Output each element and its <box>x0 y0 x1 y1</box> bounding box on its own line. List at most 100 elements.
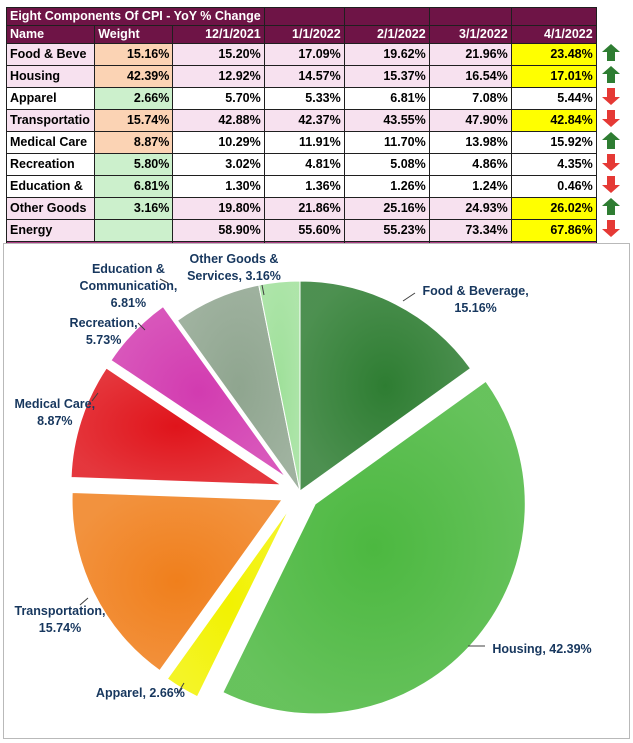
component-name: Recreation <box>5 153 96 176</box>
yoy-value: 58.90% <box>172 219 265 242</box>
component-name: Housing <box>5 65 96 88</box>
component-name: Education & <box>5 175 96 198</box>
yoy-value: 19.62% <box>343 43 430 66</box>
column-header: 4/1/2022 <box>510 25 597 44</box>
component-weight: 8.87% <box>94 131 174 154</box>
yoy-value: 21.86% <box>263 197 345 220</box>
arrow-down-icon <box>596 219 626 242</box>
component-weight <box>94 219 174 242</box>
pie-slice-housing <box>222 380 526 715</box>
yoy-value: 6.81% <box>343 87 430 110</box>
data-label-line: Housing, 42.39% <box>492 642 591 656</box>
leader-line <box>137 322 146 331</box>
arrow-down-icon <box>596 153 626 176</box>
header-spacer-cell <box>510 7 597 26</box>
yoy-value: 25.16% <box>343 197 430 220</box>
leader-line <box>261 284 265 296</box>
table-row: Food & Beve 15.16% 15.20% 17.09% 19.62% 21.96… <box>5 43 626 66</box>
data-label-line: Recreation, <box>70 316 138 330</box>
data-label: Transportation, 15.74% <box>15 604 106 635</box>
data-label-line: 8.87% <box>37 414 72 428</box>
component-weight: 42.39% <box>94 65 174 88</box>
table-row: Apparel 2.66% 5.70% 5.33% 6.81% 7.08% 5.44% <box>5 87 626 110</box>
yoy-value: 13.98% <box>428 131 512 154</box>
column-header: Name <box>5 25 96 44</box>
column-header: Weight <box>94 25 174 44</box>
pie-slice-food-beverage <box>299 280 472 492</box>
yoy-value: 5.44% <box>510 87 597 110</box>
arrow-down-icon <box>596 109 626 132</box>
table-row: Housing 42.39% 12.92% 14.57% 15.37% 16.54% 17.… <box>5 65 626 88</box>
data-label-line: 5.73% <box>86 333 121 347</box>
yoy-value: 7.08% <box>428 87 512 110</box>
yoy-value: 17.09% <box>263 43 345 66</box>
table-row: Recreation 5.80% 3.02% 4.81% 5.08% 4.86% 4.35% <box>5 153 626 176</box>
data-label-line: Other Goods & <box>190 252 279 266</box>
yoy-value: 16.54% <box>428 65 512 88</box>
yoy-value: 11.91% <box>263 131 345 154</box>
data-label-line: Transportation, <box>15 604 106 618</box>
yoy-value: 5.08% <box>343 153 430 176</box>
column-header: 12/1/2021 <box>172 25 265 44</box>
component-weight: 6.81% <box>94 175 174 198</box>
yoy-value: 21.96% <box>428 43 512 66</box>
table-row: Medical Care 8.87% 10.29% 11.91% 11.70% 13.98… <box>5 131 626 154</box>
yoy-value: 23.48% <box>510 43 597 66</box>
leader-line <box>402 292 416 302</box>
yoy-value: 55.60% <box>263 219 345 242</box>
data-label-line: 15.16% <box>454 301 496 315</box>
column-header: 1/1/2022 <box>263 25 345 44</box>
leader-line <box>159 278 169 284</box>
pie-svg: Food & Beverage, 15.16% Housing, 42.39% App… <box>15 252 592 715</box>
yoy-value: 5.70% <box>172 87 265 110</box>
yoy-value: 17.01% <box>510 65 597 88</box>
table-row: Education & 6.81% 1.30% 1.36% 1.26% 1.24% 0.46… <box>5 175 626 198</box>
yoy-value: 4.86% <box>428 153 512 176</box>
yoy-value: 1.36% <box>263 175 345 198</box>
leader-line <box>79 597 89 606</box>
arrow-up-icon <box>596 131 626 154</box>
yoy-value: 73.34% <box>428 219 512 242</box>
column-header: 2/1/2022 <box>343 25 430 44</box>
arrow-up-icon <box>596 65 626 88</box>
yoy-value: 3.02% <box>172 153 265 176</box>
pie-chart: Food & Beverage, 15.16% Housing, 42.39% App… <box>0 243 633 743</box>
data-label: Housing, 42.39% <box>492 642 591 656</box>
yoy-value: 14.57% <box>263 65 345 88</box>
yoy-value: 5.33% <box>263 87 345 110</box>
data-label: Medical Care, 8.87% <box>15 397 96 428</box>
data-label-line: Food & Beverage, <box>422 284 528 298</box>
yoy-value: 19.80% <box>172 197 265 220</box>
yoy-value: 10.29% <box>172 131 265 154</box>
component-name: Energy <box>5 219 96 242</box>
arrow-up-icon <box>596 43 626 66</box>
data-label: Apparel, 2.66% <box>96 686 185 700</box>
yoy-value: 1.26% <box>343 175 430 198</box>
yoy-value: 15.92% <box>510 131 597 154</box>
cpi-components-table: Eight Components Of CPI - YoY % Change Na… <box>5 7 626 278</box>
data-label-line: 6.81% <box>111 296 146 310</box>
yoy-value: 42.84% <box>510 109 597 132</box>
data-label-line: Apparel, 2.66% <box>96 686 185 700</box>
component-name: Apparel <box>5 87 96 110</box>
table-row: Other Goods 3.16% 19.80% 21.86% 25.16% 24.93%… <box>5 197 626 220</box>
data-label-line: Services, 3.16% <box>187 269 281 283</box>
component-name: Other Goods <box>5 197 96 220</box>
arrow-down-icon <box>596 175 626 198</box>
yoy-value: 55.23% <box>343 219 430 242</box>
pie-slice-apparel <box>166 507 291 698</box>
header-spacer-cell <box>263 7 345 26</box>
data-label-line: Communication, <box>79 279 177 293</box>
data-label-line: Education & <box>92 262 165 276</box>
data-label: Recreation, 5.73% <box>70 316 138 347</box>
component-weight: 5.80% <box>94 153 174 176</box>
leader-line <box>91 392 99 402</box>
component-weight: 2.66% <box>94 87 174 110</box>
yoy-value: 26.02% <box>510 197 597 220</box>
table-row: Energy 58.90% 55.60% 55.23% 73.34% 67.86% <box>5 219 626 242</box>
yoy-value: 11.70% <box>343 131 430 154</box>
cpi-table: Eight Components Of CPI - YoY % Change Na… <box>0 0 633 278</box>
data-label: Other Goods & Services, 3.16% <box>187 252 281 283</box>
yoy-value: 4.35% <box>510 153 597 176</box>
yoy-value: 12.92% <box>172 65 265 88</box>
